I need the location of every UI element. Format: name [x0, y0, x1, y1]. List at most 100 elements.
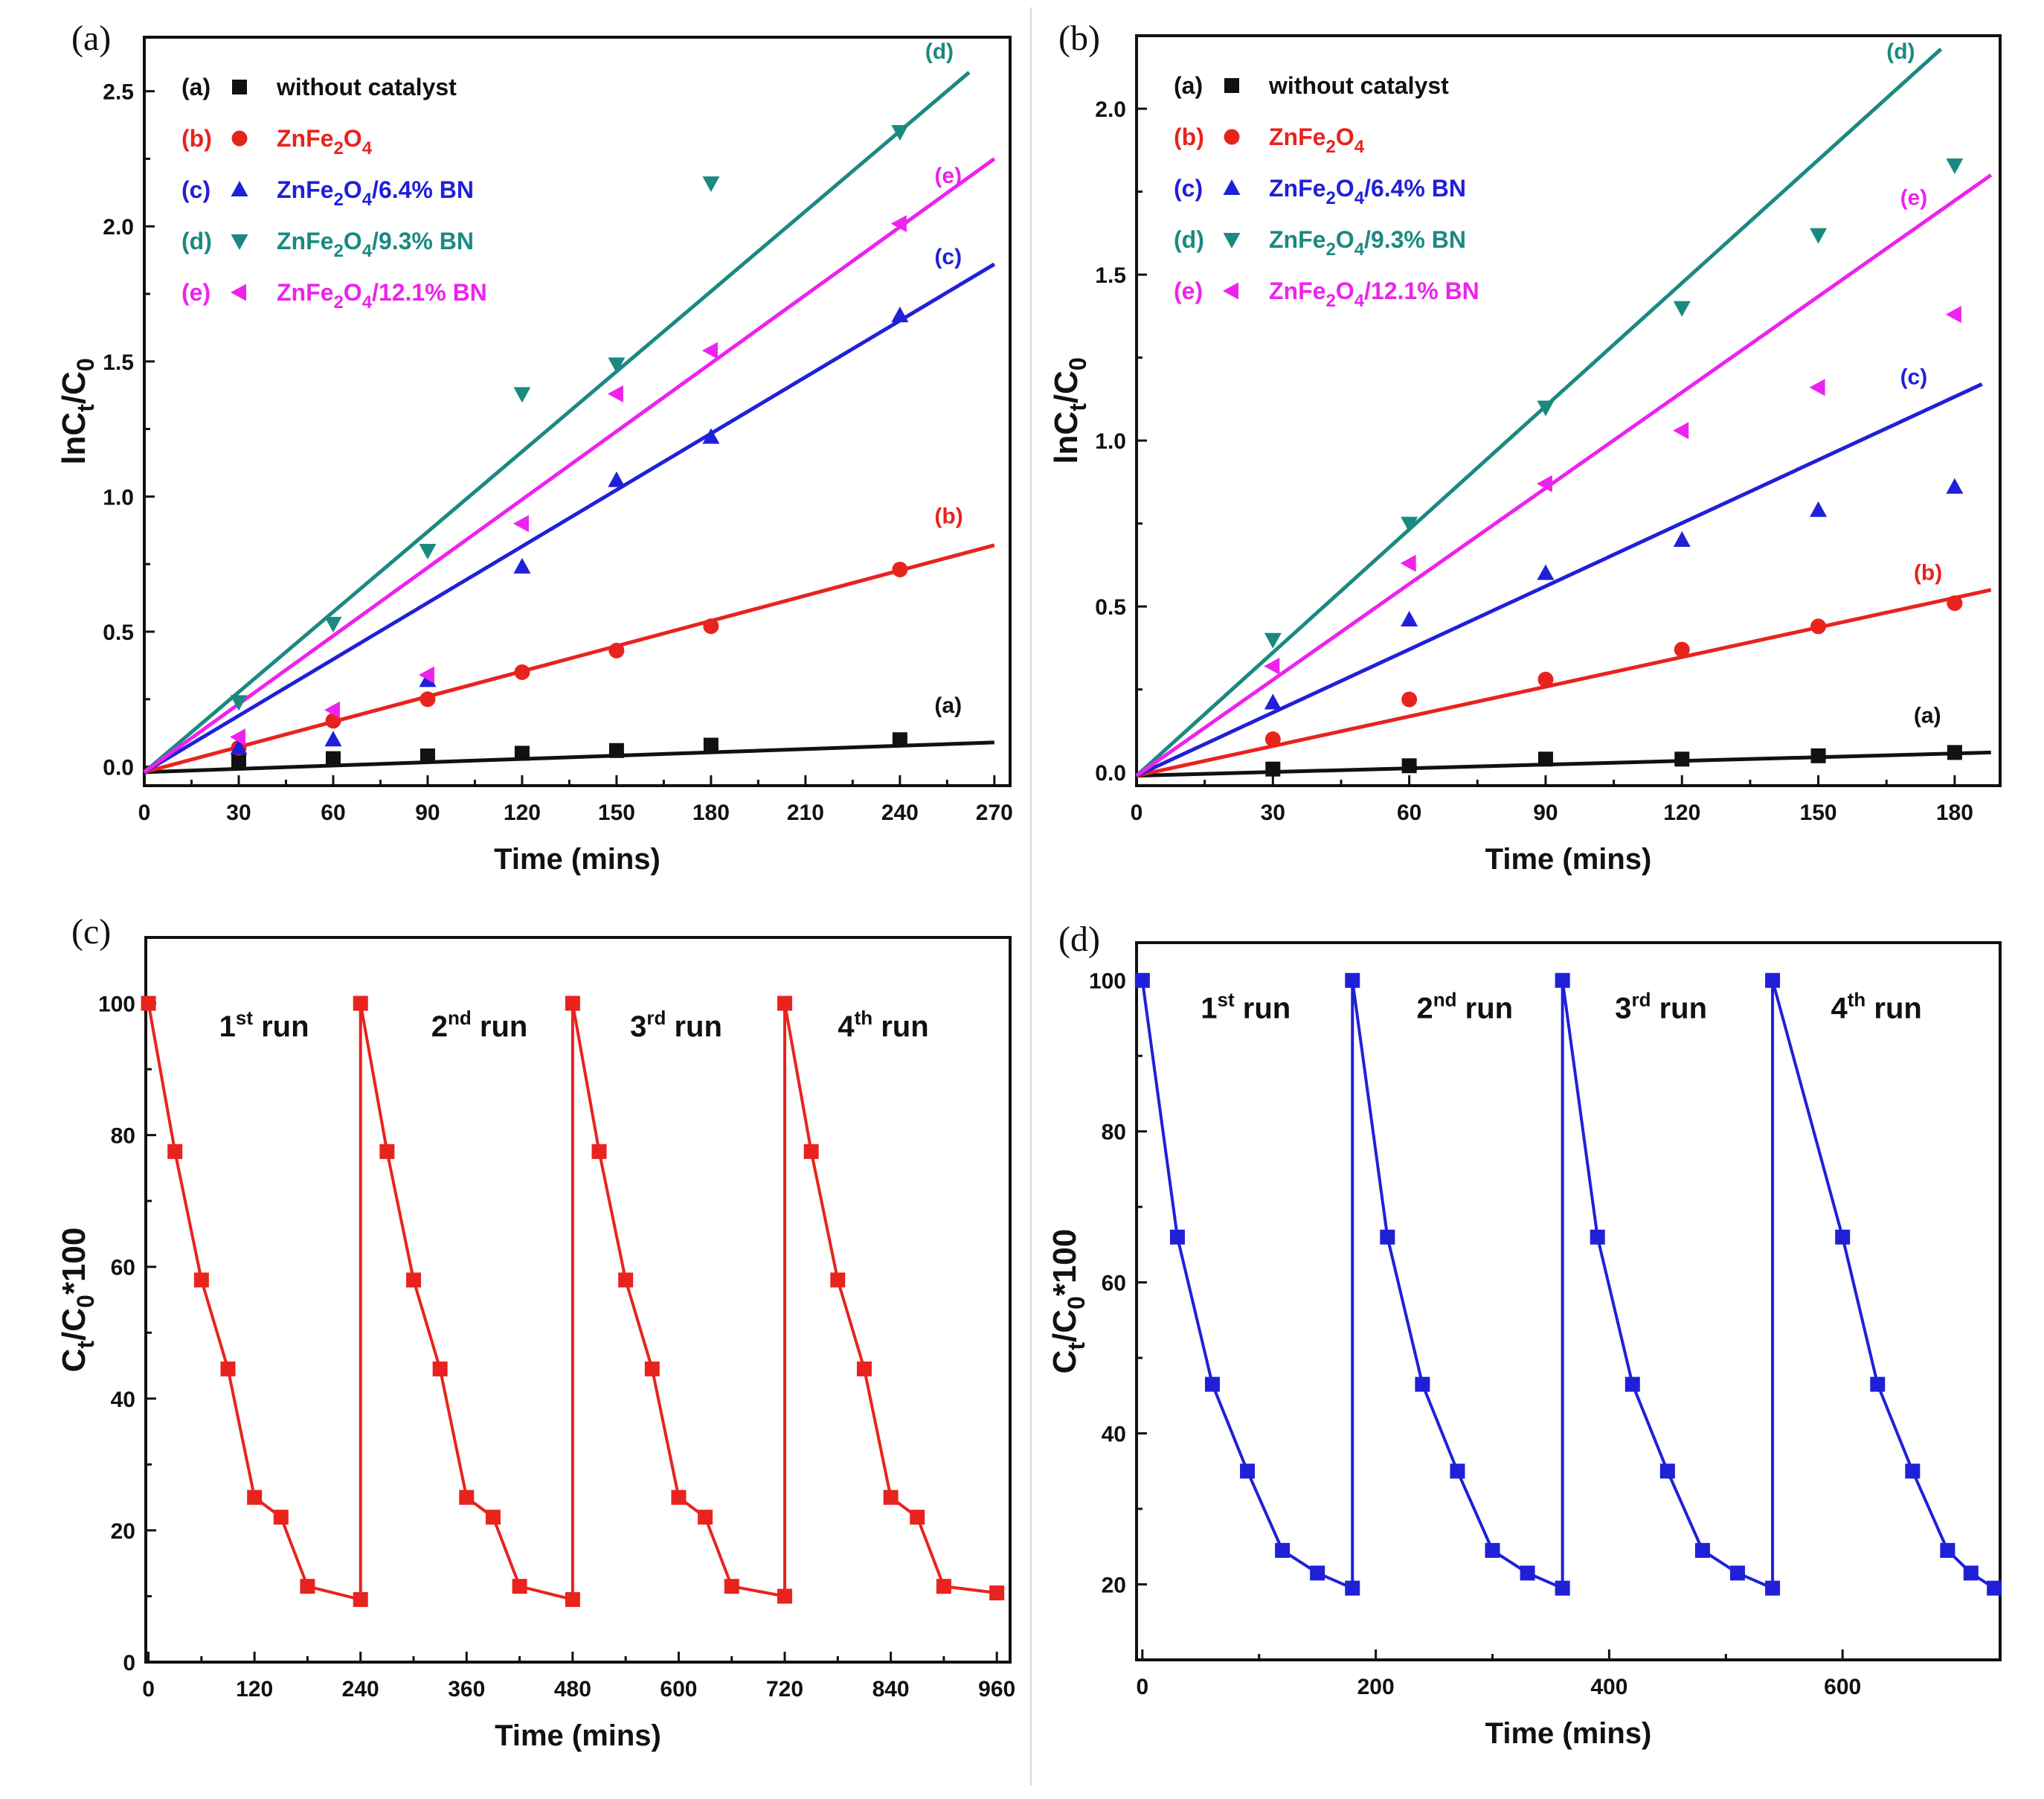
plot-frame	[1135, 34, 2002, 787]
data-point	[591, 1144, 607, 1159]
y-tick-label: 80	[1102, 1120, 1126, 1145]
series-line	[147, 1003, 997, 1602]
data-point	[1963, 1565, 1979, 1581]
x-tick-label: 60	[1397, 801, 1421, 825]
data-point	[777, 1588, 793, 1604]
legend-label: ZnFe2O4/12.1% BN	[1269, 278, 1479, 311]
x-tick-label: 30	[226, 801, 251, 825]
y-tick-label: 1.0	[1095, 429, 1126, 454]
data-point	[1674, 751, 1690, 767]
panel-c: (c) 0 120 240 360 480 600 720 840 960 0 20 40 60 80 10…	[0, 911, 1026, 1799]
legend-tag: (a)	[181, 74, 210, 100]
data-point	[418, 666, 434, 684]
data-point	[777, 995, 793, 1011]
data-point	[1987, 1580, 2002, 1596]
data-point	[1673, 530, 1691, 547]
x-tick-label: 0	[142, 1677, 155, 1702]
data-point	[325, 751, 341, 766]
x-tick-label: 120	[236, 1677, 273, 1702]
run-label: 4th run	[1831, 988, 1922, 1024]
x-tick-label: 120	[1663, 801, 1700, 825]
y-tick-label: 0	[123, 1651, 135, 1675]
data-point	[1940, 1542, 1955, 1558]
data-point	[167, 1144, 183, 1159]
data-point	[353, 1591, 368, 1607]
legend-marker	[231, 234, 248, 250]
data-point	[701, 341, 718, 359]
data-point	[1810, 748, 1826, 763]
fit-line	[143, 157, 996, 774]
x-axis-label: Time (mins)	[494, 843, 661, 876]
data-point	[644, 1361, 660, 1376]
data-point	[1673, 422, 1689, 440]
x-tick-label: 960	[978, 1677, 1015, 1702]
data-point	[1401, 691, 1418, 708]
data-point	[324, 731, 342, 747]
legend-marker	[1223, 282, 1238, 300]
data-point	[1345, 972, 1360, 988]
legend-tag: (d)	[1174, 226, 1204, 253]
data-point	[1946, 158, 1964, 174]
data-point	[803, 1144, 819, 1159]
data-point	[1809, 379, 1825, 397]
x-tick-label: 360	[448, 1677, 485, 1702]
legend-label: ZnFe2O4/6.4% BN	[277, 176, 474, 210]
data-point	[671, 1489, 687, 1505]
x-tick-label: 120	[504, 801, 541, 825]
chart-c-svg: 0 120 240 360 480 600 720 840 960 0 20 40 60 80 100 Tim…	[56, 936, 1015, 1752]
data-point	[1870, 1376, 1886, 1392]
data-point	[1673, 301, 1691, 317]
data-point	[698, 1510, 713, 1525]
data-point	[324, 701, 340, 719]
x-tick-label: 840	[872, 1677, 910, 1702]
data-point	[1537, 564, 1555, 580]
y-tick-label: 1.5	[103, 350, 134, 375]
data-point	[1380, 1229, 1395, 1245]
x-tick-label: 240	[881, 801, 919, 825]
data-point	[1659, 1463, 1675, 1479]
data-point	[1401, 758, 1417, 774]
run-label: 4th run	[838, 1007, 928, 1043]
data-point	[1537, 400, 1555, 417]
x-tick-label: 240	[342, 1677, 379, 1702]
legend-label: ZnFe2O4/9.3% BN	[1269, 226, 1466, 260]
data-point	[1204, 1376, 1220, 1392]
data-point	[513, 557, 531, 574]
x-tick-label: 0	[138, 801, 151, 825]
legend-tag: (b)	[181, 125, 212, 152]
fit-line	[143, 71, 971, 774]
data-point	[1485, 1542, 1500, 1558]
data-point	[1265, 761, 1281, 777]
data-point	[890, 215, 907, 233]
chart-d-svg: 0 200 400 600 20 40 60 80 100 Time (mins) Ct/C0*10…	[1047, 941, 2002, 1750]
plot-frame	[144, 936, 1012, 1664]
legend-label: without catalyst	[1268, 72, 1449, 99]
data-point	[1947, 595, 1963, 612]
data-point	[1537, 751, 1553, 767]
line-label: (b)	[934, 504, 962, 529]
plot-frame	[1135, 941, 2002, 1661]
y-tick-label: 2.5	[103, 80, 134, 105]
legend-tag: (c)	[181, 176, 210, 203]
data-point	[1590, 1229, 1605, 1245]
legend-marker	[1223, 233, 1241, 248]
y-tick-label: 1.0	[103, 485, 134, 510]
line-label: (e)	[934, 164, 962, 188]
data-point	[892, 732, 907, 748]
y-axis-label: Ct/C0*100	[1047, 1229, 1090, 1374]
y-tick-label: 40	[111, 1388, 135, 1412]
legend-tag: (a)	[1174, 72, 1203, 99]
y-tick-label: 40	[1102, 1423, 1126, 1447]
data-point	[1810, 618, 1827, 635]
data-point	[512, 1579, 527, 1594]
x-tick-label: 180	[692, 801, 730, 825]
x-tick-label: 600	[660, 1677, 697, 1702]
panel-a-letter: (a)	[71, 19, 112, 58]
data-point	[1945, 306, 1961, 324]
x-tick-label: 30	[1261, 801, 1285, 825]
data-point	[565, 995, 580, 1011]
data-point	[702, 176, 720, 193]
fit-line	[144, 740, 994, 775]
data-point	[1401, 516, 1418, 533]
y-tick-label: 100	[98, 993, 135, 1017]
